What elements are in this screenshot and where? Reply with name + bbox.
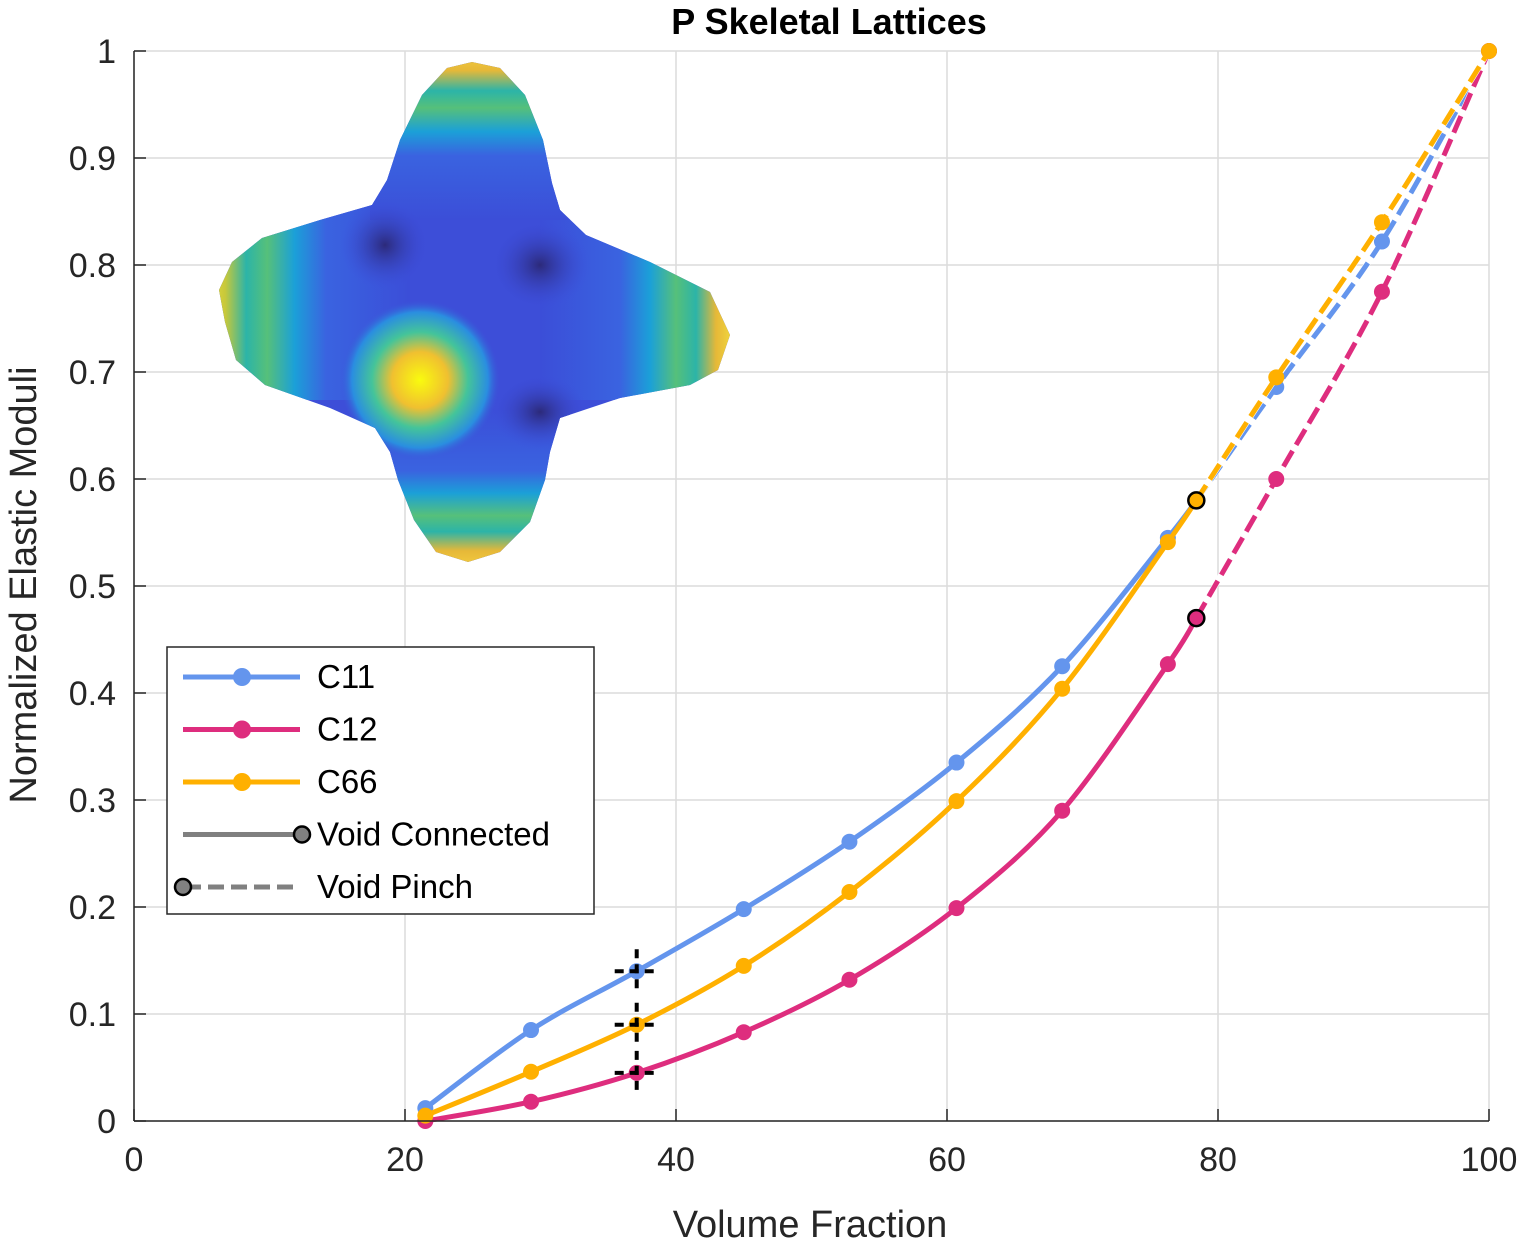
- y-tick-label: 0: [97, 1103, 116, 1141]
- y-tick-label: 0.9: [69, 140, 116, 178]
- x-tick-label: 100: [1461, 1141, 1518, 1179]
- data-point-c11: [1373, 233, 1390, 250]
- data-point-c12: [1159, 656, 1176, 673]
- legend-marker-c11: [233, 668, 251, 686]
- x-tick-label: 20: [386, 1141, 424, 1179]
- legend-label-c12: C12: [317, 711, 378, 748]
- data-point-c66: [417, 1107, 434, 1124]
- data-point-c11: [841, 833, 858, 850]
- data-point-c11: [735, 901, 752, 918]
- data-point-c66: [523, 1063, 540, 1080]
- data-point-c12: [1268, 471, 1285, 487]
- legend-marker-void-pinch: [173, 877, 193, 897]
- grid: [133, 50, 1490, 1122]
- data-point-c11: [1054, 658, 1071, 675]
- y-tick-label: 0.1: [69, 996, 116, 1034]
- y-tick-label: 0.6: [69, 461, 116, 499]
- chart-title: P Skeletal Lattices: [671, 1, 987, 42]
- data-point-c66: [948, 793, 965, 810]
- data-point-c12: [841, 971, 858, 988]
- legend-label-c11: C11: [317, 658, 375, 695]
- x-tick-label: 80: [1199, 1141, 1237, 1179]
- legend-label-c66: C66: [317, 763, 378, 800]
- transition-marker: [1187, 608, 1206, 628]
- data-point-c12: [1373, 283, 1390, 300]
- data-point-c12: [735, 1024, 752, 1041]
- data-point-c66: [1481, 43, 1497, 59]
- inset-surface-image: [219, 62, 730, 562]
- data-point-c12: [948, 900, 965, 917]
- data-point-c11: [523, 1022, 540, 1039]
- y-tick-label: 0.3: [69, 782, 116, 820]
- y-tick-label: 0.4: [69, 675, 116, 713]
- axes: 0 20 40 60 80 100 0 0.1 0.2 0.3 0.4 0.5 0.6 0.7 0.8 0.9…: [69, 33, 1518, 1179]
- x-tick-label: 60: [928, 1141, 966, 1179]
- y-axis-label: Normalized Elastic Moduli: [3, 366, 45, 803]
- x-axis-label: Volume Fraction: [673, 1204, 948, 1244]
- y-tick-label: 0.7: [69, 354, 116, 392]
- y-tick-label: 1: [97, 33, 116, 71]
- x-tick-label: 40: [657, 1141, 695, 1179]
- data-point-c66: [735, 957, 752, 974]
- data-point-c66: [1159, 534, 1176, 551]
- legend-label-void-pinch: Void Pinch: [317, 868, 473, 905]
- data-point-c66: [1054, 680, 1071, 697]
- data-point-c66: [1373, 214, 1390, 231]
- series-line-c66-pinch: [1194, 49, 1492, 502]
- transition-marker: [1187, 491, 1206, 510]
- data-point-c66: [841, 884, 858, 901]
- legend-label-void-connected: Void Connected: [317, 816, 550, 853]
- legend-marker-c12: [233, 720, 251, 739]
- y-tick-label: 0.5: [69, 568, 116, 606]
- y-tick-label: 0.2: [69, 889, 116, 927]
- data-point-c11: [948, 754, 965, 771]
- data-point-c12: [523, 1093, 540, 1110]
- x-tick-label: 0: [125, 1141, 144, 1179]
- data-point-c66: [1268, 369, 1285, 386]
- legend-marker-void-connected: [292, 825, 312, 844]
- y-tick-label: 0.8: [69, 247, 116, 285]
- legend: C11 C12 C66 Void Connected Void Pinch: [166, 646, 595, 915]
- series-line-c12-pinch: [1194, 49, 1492, 620]
- data-point-c12: [1054, 802, 1071, 819]
- legend-marker-c66: [233, 773, 251, 791]
- plot-layer: [417, 43, 1497, 1129]
